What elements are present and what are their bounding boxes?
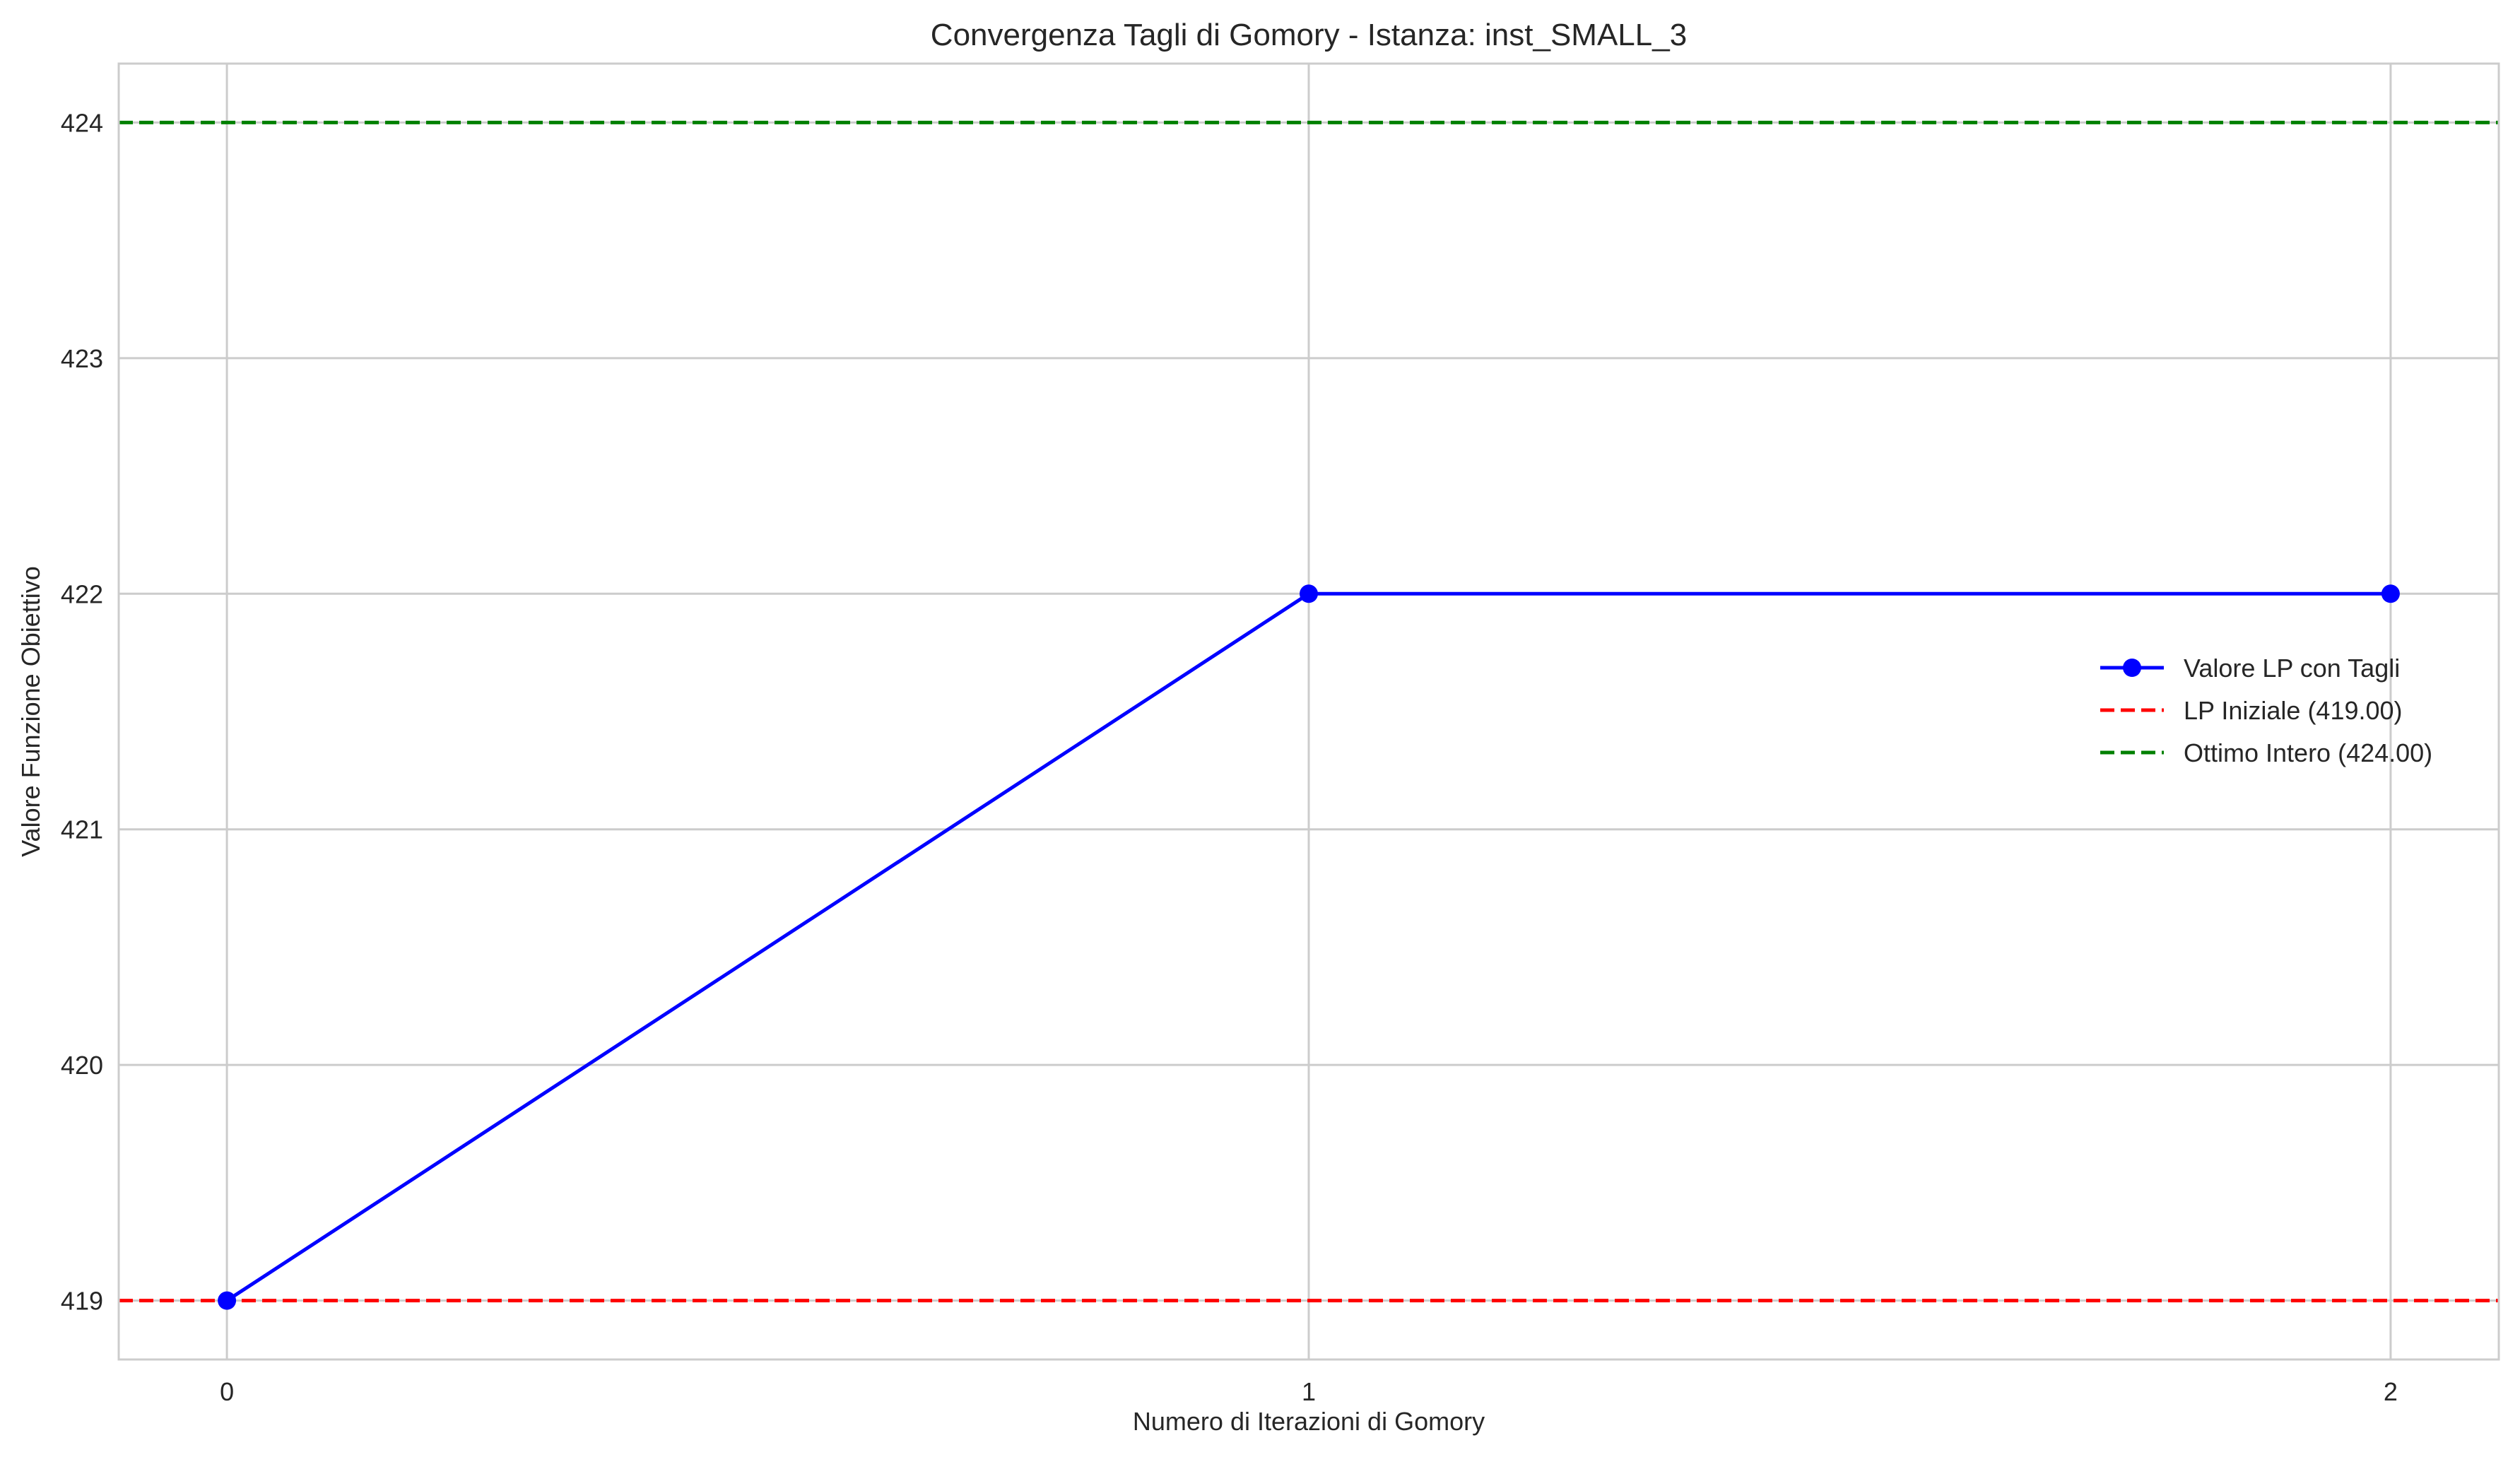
legend-label: Valore LP con Tagli	[2184, 654, 2400, 683]
x-tick-label: 0	[220, 1377, 234, 1406]
x-tick-label: 1	[1302, 1377, 1316, 1406]
plot-frame	[117, 62, 2500, 1361]
y-tick-label: 419	[61, 1287, 103, 1316]
chart-title: Convergenza Tagli di Gomory - Istanza: i…	[931, 18, 1687, 52]
y-tick-label: 421	[61, 815, 103, 844]
y-tick-label: 423	[61, 344, 103, 373]
x-axis-label: Numero di Iterazioni di Gomory	[1133, 1407, 1485, 1436]
data-point	[2381, 584, 2400, 603]
data-point	[218, 1291, 237, 1310]
legend: Valore LP con Tagli LP Iniziale (419.00) O…	[2100, 654, 2432, 767]
legend-label: LP Iniziale (419.00)	[2184, 696, 2403, 725]
y-tick-label: 420	[61, 1051, 103, 1080]
x-tick-label: 2	[2384, 1377, 2398, 1406]
tick-labels: 0 1 2 419 420 421 422 423 424	[61, 108, 2398, 1406]
reference-lines	[119, 120, 2499, 1303]
legend-swatch-marker	[2123, 659, 2141, 677]
legend-label: Ottimo Intero (424.00)	[2184, 738, 2432, 767]
y-tick-label: 422	[61, 579, 103, 608]
series-layer	[218, 584, 2400, 1310]
data-point	[1300, 584, 1318, 603]
y-tick-label: 424	[61, 108, 103, 137]
y-axis-label: Valore Funzione Obiettivo	[16, 566, 45, 857]
